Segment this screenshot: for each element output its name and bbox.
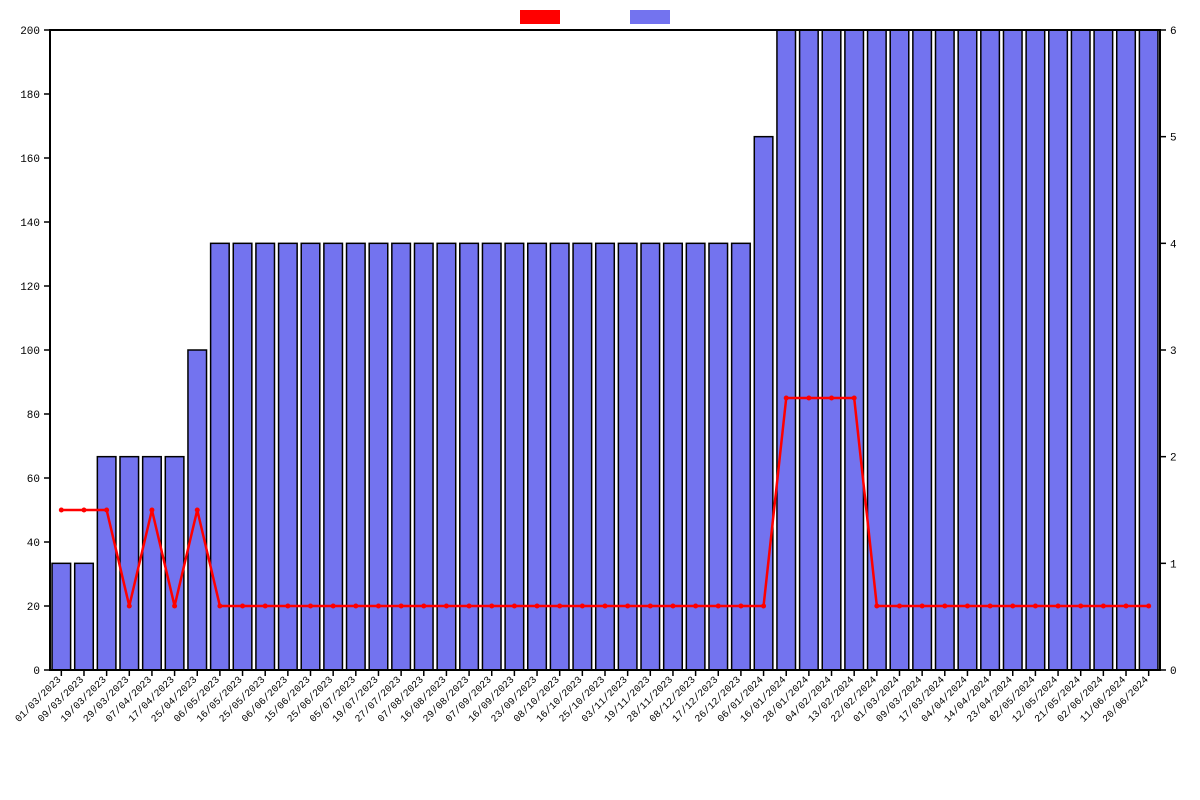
line-marker bbox=[489, 604, 494, 609]
line-marker bbox=[829, 396, 834, 401]
line-marker bbox=[263, 604, 268, 609]
line-marker bbox=[580, 604, 585, 609]
y-left-tick-label: 180 bbox=[20, 90, 40, 102]
line-marker bbox=[240, 604, 245, 609]
line-marker bbox=[784, 396, 789, 401]
y-left-tick-label: 200 bbox=[20, 26, 40, 38]
line-marker bbox=[557, 604, 562, 609]
bar bbox=[822, 30, 841, 670]
bar bbox=[97, 457, 116, 670]
line-marker bbox=[874, 604, 879, 609]
line-marker bbox=[172, 604, 177, 609]
bar bbox=[958, 30, 977, 670]
bar bbox=[1071, 30, 1090, 670]
line-marker bbox=[104, 508, 109, 513]
line-marker bbox=[716, 604, 721, 609]
bar bbox=[981, 30, 1000, 670]
bar bbox=[800, 30, 819, 670]
line-marker bbox=[376, 604, 381, 609]
line-marker bbox=[127, 604, 132, 609]
y-left-tick-label: 40 bbox=[27, 538, 40, 550]
line-marker bbox=[535, 604, 540, 609]
line-marker bbox=[1033, 604, 1038, 609]
line-marker bbox=[81, 508, 86, 513]
bar bbox=[845, 30, 864, 670]
line-marker bbox=[920, 604, 925, 609]
y-left-tick-label: 140 bbox=[20, 218, 40, 230]
line-marker bbox=[852, 396, 857, 401]
y-left-tick-label: 0 bbox=[33, 666, 40, 678]
y-right-tick-label: 1 bbox=[1170, 559, 1177, 571]
line-marker bbox=[648, 604, 653, 609]
bar bbox=[1117, 30, 1136, 670]
combo-chart: 020406080100120140160180200012345601/03/… bbox=[0, 0, 1200, 800]
bar bbox=[1049, 30, 1068, 670]
bar bbox=[1026, 30, 1045, 670]
line-marker bbox=[625, 604, 630, 609]
line-marker bbox=[308, 604, 313, 609]
line-marker bbox=[761, 604, 766, 609]
bar bbox=[143, 457, 162, 670]
line-marker bbox=[942, 604, 947, 609]
legend-swatch bbox=[520, 10, 560, 24]
bar bbox=[1003, 30, 1022, 670]
line-marker bbox=[399, 604, 404, 609]
bar bbox=[1094, 30, 1113, 670]
line-marker bbox=[603, 604, 608, 609]
line-marker bbox=[806, 396, 811, 401]
line-marker bbox=[670, 604, 675, 609]
bar bbox=[754, 137, 773, 670]
y-right-tick-label: 2 bbox=[1170, 453, 1177, 465]
bar bbox=[777, 30, 796, 670]
line-marker bbox=[59, 508, 64, 513]
line-marker bbox=[897, 604, 902, 609]
y-left-tick-label: 120 bbox=[20, 282, 40, 294]
line-marker bbox=[285, 604, 290, 609]
line-marker bbox=[217, 604, 222, 609]
bar bbox=[913, 30, 932, 670]
chart-container: 020406080100120140160180200012345601/03/… bbox=[0, 0, 1200, 800]
line-marker bbox=[1124, 604, 1129, 609]
line-marker bbox=[353, 604, 358, 609]
line-marker bbox=[1010, 604, 1015, 609]
line-marker bbox=[1078, 604, 1083, 609]
line-marker bbox=[421, 604, 426, 609]
line-marker bbox=[149, 508, 154, 513]
bar bbox=[52, 563, 71, 670]
y-left-tick-label: 20 bbox=[27, 602, 40, 614]
line-marker bbox=[512, 604, 517, 609]
y-right-tick-label: 5 bbox=[1170, 133, 1177, 145]
line-marker bbox=[693, 604, 698, 609]
line-marker bbox=[195, 508, 200, 513]
line-marker bbox=[467, 604, 472, 609]
y-left-tick-label: 80 bbox=[27, 410, 40, 422]
y-right-tick-label: 3 bbox=[1170, 346, 1177, 358]
bar bbox=[868, 30, 887, 670]
bar bbox=[120, 457, 139, 670]
line-marker bbox=[1101, 604, 1106, 609]
line-marker bbox=[965, 604, 970, 609]
bar bbox=[936, 30, 955, 670]
y-left-tick-label: 160 bbox=[20, 154, 40, 166]
legend-swatch bbox=[630, 10, 670, 24]
y-right-tick-label: 6 bbox=[1170, 26, 1177, 38]
y-right-tick-label: 4 bbox=[1170, 239, 1177, 251]
bar bbox=[165, 457, 184, 670]
line-marker bbox=[444, 604, 449, 609]
y-left-tick-label: 60 bbox=[27, 474, 40, 486]
line-marker bbox=[1056, 604, 1061, 609]
line-marker bbox=[988, 604, 993, 609]
line-marker bbox=[331, 604, 336, 609]
bar bbox=[890, 30, 909, 670]
y-left-tick-label: 100 bbox=[20, 346, 40, 358]
y-right-tick-label: 0 bbox=[1170, 666, 1177, 678]
bar bbox=[75, 563, 94, 670]
line-marker bbox=[738, 604, 743, 609]
bar bbox=[1139, 30, 1158, 670]
line-marker bbox=[1146, 604, 1151, 609]
